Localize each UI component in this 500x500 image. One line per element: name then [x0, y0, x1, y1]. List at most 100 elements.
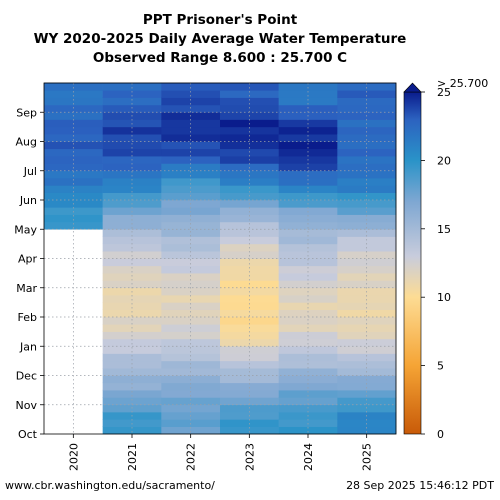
heatmap-cell	[161, 353, 221, 362]
heatmap-cell	[220, 97, 279, 106]
heatmap-cell	[278, 426, 338, 435]
heatmap-cell	[161, 302, 221, 310]
colorbar-gradient	[403, 91, 422, 435]
heatmap-cell	[102, 353, 162, 362]
heatmap-cell	[102, 382, 162, 391]
colorbar-over-label: > 25.700	[437, 77, 488, 90]
heatmap-cell	[278, 221, 338, 230]
heatmap-cell	[220, 90, 279, 98]
heatmap-cell	[44, 177, 103, 186]
heatmap-cell	[220, 389, 279, 398]
heatmap-cell	[102, 294, 162, 303]
heatmap-cell	[102, 228, 162, 237]
heatmap-cell	[337, 426, 397, 435]
heatmap-cell	[44, 97, 103, 106]
title-line-3: Observed Range 8.600 : 25.700 C	[92, 50, 348, 66]
heatmap-cell	[102, 207, 162, 215]
y-tick-label: Dec	[16, 370, 37, 383]
title-line-2: WY 2020-2025 Daily Average Water Tempera…	[33, 31, 407, 47]
heatmap-cell	[337, 294, 397, 303]
colorbar-ticks: 0 5 10 15 20 25	[421, 86, 451, 441]
heatmap-cell	[220, 214, 279, 223]
heatmap-cell	[102, 90, 162, 98]
colorbar-over-triangle	[403, 82, 422, 93]
heatmap-cell	[161, 141, 221, 150]
heatmap-cell	[102, 250, 162, 259]
heatmap-cell	[102, 104, 162, 113]
heatmap-cell	[161, 426, 221, 435]
heatmap-cell	[161, 272, 221, 281]
heatmap-cell	[337, 360, 397, 369]
x-tick-label: 2025	[361, 443, 374, 471]
y-axis: Oct Nov Dec Jan Feb Mar Apr May Jun Jul Aug Sep	[14, 106, 44, 441]
heatmap-cell	[220, 338, 279, 347]
heatmap-cell	[44, 316, 103, 325]
heatmap-cell	[44, 82, 103, 91]
heatmap-cell	[102, 397, 162, 406]
heatmap-cell	[278, 360, 338, 369]
heatmap-cell	[161, 338, 221, 347]
heatmap-cell	[278, 90, 338, 98]
x-tick-label: 2024	[302, 443, 315, 471]
heatmap-cell	[161, 221, 221, 230]
heatmap-cell	[161, 389, 221, 398]
heatmap-cell	[278, 228, 338, 237]
heatmap-cell	[337, 214, 397, 223]
heatmap-cell	[44, 309, 103, 318]
heatmap-cell	[161, 104, 221, 113]
heatmap-cell	[278, 309, 338, 318]
heatmap-cell	[161, 90, 221, 98]
heatmap-cell	[44, 185, 103, 193]
y-tick-label: Jan	[19, 340, 37, 353]
heatmap-cell	[278, 294, 338, 303]
heatmap-cell	[220, 272, 279, 281]
heatmap-cell	[337, 207, 397, 215]
heatmap-cell	[102, 141, 162, 150]
heatmap-cell	[220, 302, 279, 310]
x-axis: 2020 2021 2022 2023 2024 2025	[67, 434, 374, 471]
heatmap-cell	[102, 272, 162, 281]
heatmap-cell	[220, 177, 279, 186]
heatmap-cell	[44, 126, 103, 135]
y-tick-label: Nov	[16, 399, 38, 412]
heatmap-cell	[102, 214, 162, 223]
x-tick-label: 2021	[126, 443, 139, 471]
heatmap-cell	[278, 97, 338, 106]
heatmap-cell	[220, 104, 279, 113]
heatmap-cell	[220, 309, 279, 318]
heatmap-cell	[44, 338, 103, 347]
heatmap-cell	[278, 214, 338, 223]
heatmap-cell	[102, 316, 162, 325]
heatmap-cell	[161, 258, 221, 267]
heatmap-cell	[161, 177, 221, 186]
heatmap-cell	[220, 426, 279, 435]
heatmap-cell	[102, 170, 162, 179]
heatmap-cell	[161, 345, 221, 354]
heatmap-cell	[278, 185, 338, 193]
heatmap-cell	[102, 82, 162, 91]
heatmap-cell	[337, 382, 397, 391]
heatmap-cell	[220, 170, 279, 179]
heatmap-cell	[220, 258, 279, 267]
heatmap-cell	[220, 126, 279, 135]
heatmap-cell	[278, 345, 338, 354]
heatmap-cell	[161, 397, 221, 406]
y-tick-label: Jun	[19, 194, 37, 207]
heatmap-cell	[102, 389, 162, 398]
heatmap-cell	[278, 316, 338, 325]
footer-source-url[interactable]: www.cbr.washington.edu/sacramento/	[5, 479, 215, 492]
y-tick-label: Oct	[18, 428, 38, 441]
heatmap-cell	[278, 258, 338, 267]
heatmap-cell	[44, 360, 103, 369]
heatmap-cell	[278, 104, 338, 113]
heatmap-cell	[278, 397, 338, 406]
heatmap-cell	[102, 185, 162, 193]
x-tick-label: 2020	[67, 443, 80, 471]
heatmap-cell	[44, 207, 103, 215]
heatmap-cell	[44, 426, 103, 435]
heatmap-cell	[102, 258, 162, 267]
heatmap-cell	[44, 294, 103, 303]
heatmap-cell	[102, 97, 162, 106]
heatmap-cell	[161, 382, 221, 391]
